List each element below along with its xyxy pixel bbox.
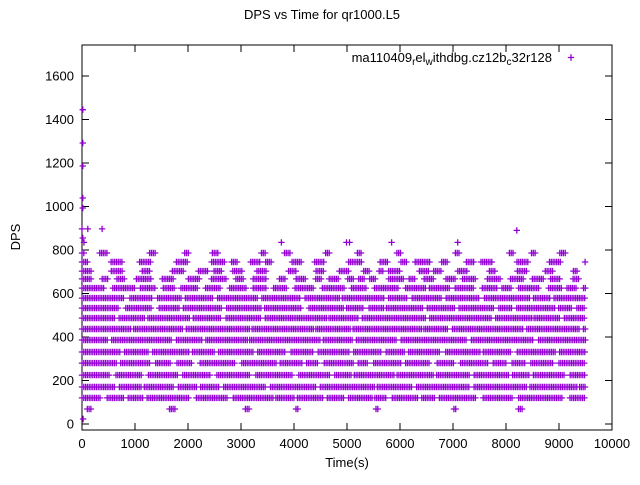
svg-text:0: 0 xyxy=(78,436,85,451)
svg-text:1400: 1400 xyxy=(45,112,74,127)
svg-text:7000: 7000 xyxy=(439,436,468,451)
svg-text:9000: 9000 xyxy=(545,436,574,451)
svg-text:3000: 3000 xyxy=(227,436,256,451)
x-tick-labels: 0 1000 2000 3000 4000 5000 6000 7000 8000 9000 100… xyxy=(78,436,630,451)
svg-text:6000: 6000 xyxy=(386,436,415,451)
y-tick-labels: 0 200 400 600 800 1000 1200 1400 1600 xyxy=(45,69,74,432)
svg-text:1000: 1000 xyxy=(45,199,74,214)
y-axis-title: DPS xyxy=(8,223,23,250)
svg-text:1600: 1600 xyxy=(45,69,74,84)
svg-text:4000: 4000 xyxy=(280,436,309,451)
svg-text:0: 0 xyxy=(67,417,74,432)
svg-text:600: 600 xyxy=(52,286,74,301)
svg-text:5000: 5000 xyxy=(333,436,362,451)
svg-text:800: 800 xyxy=(52,243,74,258)
data-points-series xyxy=(78,106,589,423)
legend: ma110409r​elw​ithdbg.cz12bc​32r128 xyxy=(352,50,575,68)
svg-text:200: 200 xyxy=(52,373,74,388)
x-axis-title: Time(s) xyxy=(325,455,369,470)
svg-text:1000: 1000 xyxy=(121,436,150,451)
legend-series-label: ma110409r​elw​ithdbg.cz12bc​32r128 xyxy=(352,50,552,68)
legend-plus-marker-icon xyxy=(567,54,575,61)
svg-text:400: 400 xyxy=(52,330,74,345)
svg-text:1200: 1200 xyxy=(45,156,74,171)
chart-title: DPS vs Time for qr1000.L5 xyxy=(244,7,400,22)
svg-text:8000: 8000 xyxy=(492,436,521,451)
svg-text:2000: 2000 xyxy=(174,436,203,451)
svg-text:10000: 10000 xyxy=(594,436,630,451)
